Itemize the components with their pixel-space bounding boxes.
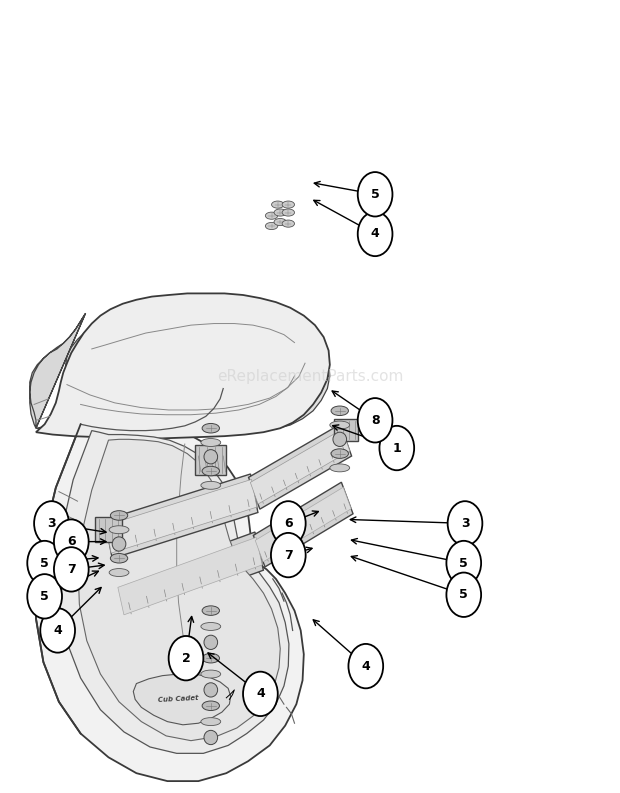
Ellipse shape (201, 623, 221, 630)
Polygon shape (118, 538, 262, 615)
Ellipse shape (331, 449, 348, 458)
Text: 3: 3 (461, 517, 469, 530)
Ellipse shape (202, 606, 219, 615)
FancyBboxPatch shape (334, 419, 358, 441)
Ellipse shape (265, 222, 278, 229)
Circle shape (243, 672, 278, 716)
Circle shape (27, 541, 62, 585)
Polygon shape (36, 293, 330, 439)
Circle shape (348, 644, 383, 688)
Polygon shape (36, 422, 304, 781)
Circle shape (448, 501, 482, 546)
Polygon shape (78, 439, 280, 741)
Circle shape (271, 533, 306, 577)
Polygon shape (30, 313, 86, 428)
Text: 5: 5 (459, 557, 468, 569)
Polygon shape (59, 431, 289, 753)
Text: 6: 6 (67, 535, 76, 548)
Circle shape (34, 501, 69, 546)
Ellipse shape (109, 569, 129, 577)
Ellipse shape (204, 730, 218, 745)
Ellipse shape (282, 220, 294, 228)
Text: eReplacementParts.com: eReplacementParts.com (217, 370, 403, 384)
Text: 2: 2 (182, 652, 190, 665)
Ellipse shape (201, 670, 221, 678)
Circle shape (27, 574, 62, 619)
Polygon shape (133, 674, 231, 725)
Ellipse shape (274, 219, 286, 226)
Circle shape (446, 573, 481, 617)
Ellipse shape (110, 511, 128, 520)
Text: 1: 1 (392, 442, 401, 454)
Text: 5: 5 (459, 588, 468, 601)
Polygon shape (105, 474, 258, 558)
Text: 7: 7 (284, 549, 293, 561)
Ellipse shape (201, 718, 221, 726)
Polygon shape (249, 424, 352, 509)
Ellipse shape (201, 439, 221, 446)
Text: 8: 8 (371, 414, 379, 427)
Ellipse shape (265, 213, 278, 219)
Circle shape (358, 172, 392, 216)
Text: 6: 6 (284, 517, 293, 530)
Ellipse shape (109, 526, 129, 534)
Circle shape (446, 541, 481, 585)
Ellipse shape (331, 406, 348, 416)
Polygon shape (117, 532, 264, 620)
Text: 4: 4 (53, 624, 62, 637)
Circle shape (54, 547, 89, 592)
Circle shape (271, 501, 306, 546)
Ellipse shape (330, 421, 350, 429)
Text: 5: 5 (371, 188, 379, 201)
Polygon shape (36, 305, 330, 435)
Text: 5: 5 (40, 590, 49, 603)
Ellipse shape (201, 481, 221, 489)
Polygon shape (255, 487, 351, 562)
Circle shape (358, 398, 392, 442)
Ellipse shape (202, 466, 219, 476)
Text: 3: 3 (47, 517, 56, 530)
Polygon shape (254, 482, 353, 567)
Polygon shape (106, 480, 257, 553)
Circle shape (40, 608, 75, 653)
Ellipse shape (204, 683, 218, 697)
Ellipse shape (204, 635, 218, 649)
Circle shape (358, 212, 392, 256)
Ellipse shape (330, 464, 350, 472)
Circle shape (54, 519, 89, 564)
Text: 4: 4 (371, 228, 379, 240)
Ellipse shape (110, 554, 128, 563)
Ellipse shape (274, 209, 286, 216)
FancyBboxPatch shape (95, 517, 122, 542)
Circle shape (169, 636, 203, 680)
Ellipse shape (204, 450, 218, 464)
Text: Cub Cadet: Cub Cadet (158, 695, 199, 703)
Text: 7: 7 (67, 563, 76, 576)
Ellipse shape (272, 201, 284, 209)
FancyBboxPatch shape (195, 445, 226, 475)
Ellipse shape (333, 432, 347, 446)
Ellipse shape (202, 701, 219, 711)
Ellipse shape (202, 653, 219, 663)
Circle shape (379, 426, 414, 470)
Ellipse shape (202, 423, 219, 433)
Ellipse shape (112, 537, 126, 551)
Polygon shape (250, 429, 350, 504)
Ellipse shape (282, 201, 294, 209)
Text: 4: 4 (361, 660, 370, 672)
Text: 5: 5 (40, 557, 49, 569)
Ellipse shape (282, 209, 294, 216)
Text: 4: 4 (256, 688, 265, 700)
